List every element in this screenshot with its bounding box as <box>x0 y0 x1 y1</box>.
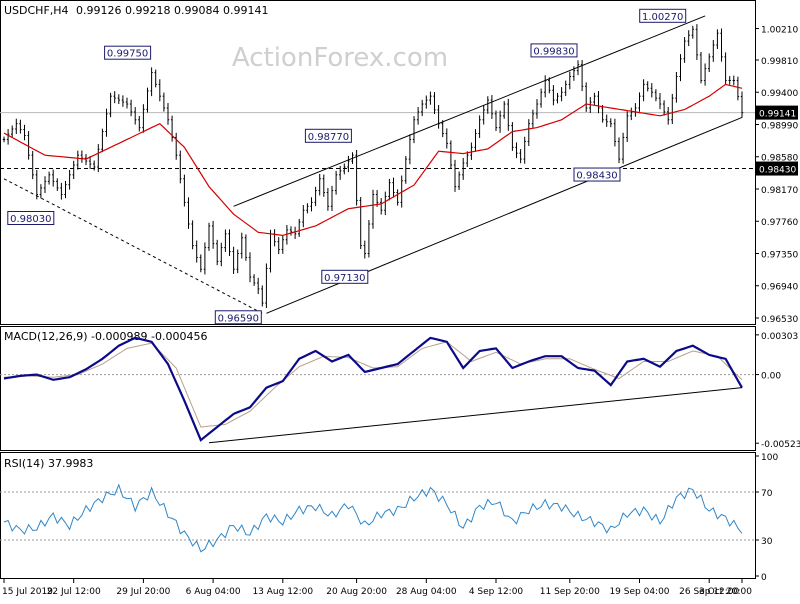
last-price-tag-bg <box>756 105 798 120</box>
annotation-box <box>530 43 578 58</box>
price-annotation: 0.99750 <box>104 45 152 60</box>
x-tick-label: 6 Aug 04:00 <box>186 587 241 597</box>
annotation-label: 0.99750 <box>107 49 148 60</box>
rsi-ytick-label: 0 <box>761 573 767 583</box>
price-annotation: 1.00270 <box>639 8 687 23</box>
rsi-ytick-label: 100 <box>761 453 778 463</box>
x-tick-label: 20 Aug 20:00 <box>326 587 387 597</box>
macd-trendline <box>208 387 743 444</box>
ohlc-label: 0.99126 0.99218 0.99084 0.99141 <box>76 4 268 17</box>
x-tick-label: 13 Aug 12:00 <box>252 587 313 597</box>
rsi-ytick-label: 70 <box>761 489 773 499</box>
x-tick-label: 3 Oct 20:00 <box>699 587 752 597</box>
price-ytick-label: 0.96530 <box>761 315 798 325</box>
annotation-box <box>214 310 262 325</box>
x-tick-label: 26 Sep 12:00 <box>679 587 739 597</box>
price-annotation: 0.98430 <box>573 167 621 182</box>
symbol-label: USDCHF,H4 <box>4 4 69 17</box>
x-tick-label: 15 Jul 2019 <box>2 587 53 597</box>
price-panel-frame <box>0 0 756 325</box>
ema-line <box>3 83 743 237</box>
price-ytick-label: 0.98170 <box>761 186 798 196</box>
price-ytick-label: 0.98580 <box>761 154 798 164</box>
watermark: ActionForex.com <box>232 43 448 73</box>
annotation-box <box>304 128 352 143</box>
macd-title: MACD(12,26,9) -0.000989 -0.000456 <box>4 330 207 343</box>
annotation-label: 0.98430 <box>576 171 617 182</box>
rsi-ytick-label: 30 <box>761 537 773 547</box>
annotation-box <box>573 167 621 182</box>
price-annotation: 0.97130 <box>321 269 369 284</box>
x-tick-label: 4 Sep 12:00 <box>469 587 524 597</box>
annotation-label: 0.97130 <box>324 273 365 284</box>
price-trendline <box>3 178 263 314</box>
price-ytick-label: 0.99400 <box>761 89 798 99</box>
axis-layer: 1.00210 0.99810 0.99400 0.98990 0.98580 0.981… <box>2 26 800 597</box>
price-ytick-label: 0.99810 <box>761 57 798 67</box>
price-ytick-label: 1.00210 <box>761 26 798 36</box>
annotation-box <box>7 211 55 226</box>
x-tick-label: 29 Jul 20:00 <box>116 587 170 597</box>
rsi-title: RSI(14) 37.9983 <box>4 457 93 470</box>
support-level-tag-label: 0.98430 <box>759 166 796 176</box>
macd-layer <box>0 336 755 444</box>
support-level-tag-bg <box>756 161 798 176</box>
annotation-label: 0.98030 <box>10 214 51 225</box>
panel-frames <box>0 0 756 579</box>
x-tick-label: 11 Sep 20:00 <box>540 587 600 597</box>
price-trendline <box>233 15 706 207</box>
price-ytick-label: 0.97350 <box>761 250 798 260</box>
price-layer: 0.98030 0.99750 0.96590 0.98770 0.97130 0.998… <box>0 8 755 325</box>
price-annotation: 0.99830 <box>530 43 578 58</box>
x-tick-label: 19 Sep 04:00 <box>609 587 669 597</box>
x-tick-label: 28 Aug 04:00 <box>396 587 457 597</box>
annotation-box <box>321 269 369 284</box>
annotation-label: 1.00270 <box>642 12 683 23</box>
rsi-panel-frame <box>0 452 756 579</box>
macd-line <box>3 336 743 442</box>
annotation-box <box>104 45 152 60</box>
last-price-tag: 0.99141 <box>756 105 798 120</box>
annotation-label: 0.96590 <box>218 313 259 324</box>
support-level-tag: 0.98430 <box>756 161 798 176</box>
price-ytick-label: 0.98990 <box>761 121 798 131</box>
macd-ytick-label: 0.00303 <box>761 332 798 342</box>
annotation-box <box>639 8 687 23</box>
macd-panel-frame <box>0 326 756 451</box>
price-ytick-label: 0.96940 <box>761 283 798 293</box>
macd-ytick-label: 0.00 <box>761 372 781 382</box>
price-annotation: 0.98770 <box>304 128 352 143</box>
rsi-line <box>3 483 743 553</box>
candles-group <box>2 24 744 309</box>
annotation-label: 0.98770 <box>308 132 349 143</box>
price-ytick-label: 0.97760 <box>761 218 798 228</box>
macd-ytick-label: -0.005236 <box>761 440 800 450</box>
last-price-tag-label: 0.99141 <box>759 110 796 120</box>
price-annotation: 0.96590 <box>214 310 262 325</box>
x-tick-label: 22 Jul 12:00 <box>47 587 101 597</box>
macd-signal-line <box>3 341 743 428</box>
rsi-layer <box>0 483 755 553</box>
price-annotation: 0.98030 <box>7 211 55 226</box>
annotation-label: 0.99830 <box>533 46 574 57</box>
